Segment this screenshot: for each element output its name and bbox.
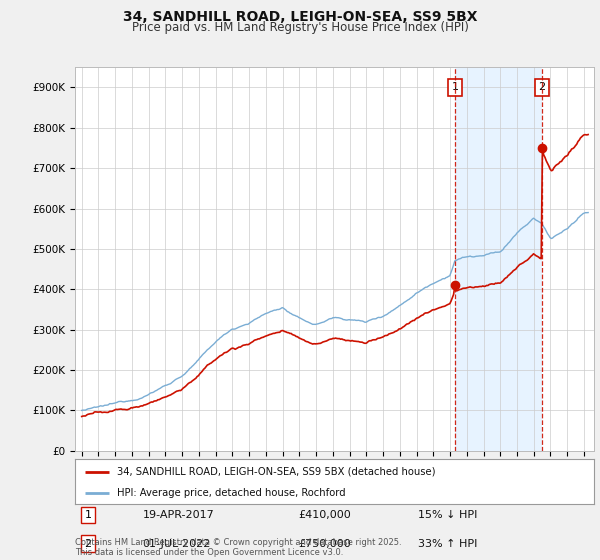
- Text: £750,000: £750,000: [298, 539, 351, 549]
- Text: 34, SANDHILL ROAD, LEIGH-ON-SEA, SS9 5BX (detached house): 34, SANDHILL ROAD, LEIGH-ON-SEA, SS9 5BX…: [116, 466, 435, 477]
- Text: 34, SANDHILL ROAD, LEIGH-ON-SEA, SS9 5BX: 34, SANDHILL ROAD, LEIGH-ON-SEA, SS9 5BX: [123, 10, 477, 24]
- Text: 01-JUL-2022: 01-JUL-2022: [142, 539, 211, 549]
- Text: 2: 2: [85, 539, 92, 549]
- Text: HPI: Average price, detached house, Rochford: HPI: Average price, detached house, Roch…: [116, 488, 345, 498]
- Text: 33% ↑ HPI: 33% ↑ HPI: [418, 539, 477, 549]
- Text: 19-APR-2017: 19-APR-2017: [142, 510, 214, 520]
- Text: £410,000: £410,000: [298, 510, 351, 520]
- Text: 2: 2: [539, 82, 545, 92]
- Bar: [455, 67, 542, 451]
- Text: Contains HM Land Registry data © Crown copyright and database right 2025.
This d: Contains HM Land Registry data © Crown c…: [75, 538, 401, 557]
- Text: Price paid vs. HM Land Registry's House Price Index (HPI): Price paid vs. HM Land Registry's House …: [131, 21, 469, 34]
- Text: 1: 1: [451, 82, 458, 92]
- Text: 15% ↓ HPI: 15% ↓ HPI: [418, 510, 477, 520]
- Text: 1: 1: [85, 510, 91, 520]
